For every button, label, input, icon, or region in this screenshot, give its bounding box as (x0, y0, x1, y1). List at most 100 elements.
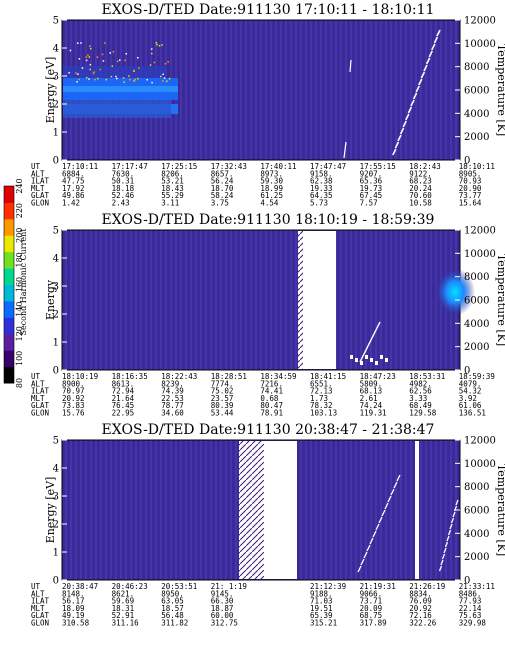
panel-2-orbit-table: UT 18:10:19 18:16:35 18:22:43 18:28:51 18:34:… (31, 372, 495, 418)
table-cell: 322.26 (409, 619, 437, 628)
y-tick-label: 3 (53, 492, 59, 503)
table-cell: 7.57 (360, 199, 378, 208)
table-cell: 78.91 (260, 409, 283, 418)
y-tick-label: 3 (53, 72, 59, 83)
table-cell: 5.73 (310, 199, 328, 208)
table-cell: 22.95 (112, 409, 135, 418)
y-tick-label: 2 (53, 100, 59, 111)
y-tick-label: 2 (53, 310, 59, 321)
table-cell: 53.44 (211, 409, 234, 418)
table-row-label: GLON (31, 199, 49, 208)
panel-3: EXOS-D/TED Date:911130 20:38:47 - 21:38:… (31, 422, 505, 628)
y-tick-label: 1 (53, 548, 59, 559)
panel-1: EXOS-D/TED Date:911130 17:10:11 - 18:10:… (31, 2, 505, 208)
y2-tick-label: 12000 (464, 16, 496, 27)
table-cell: 15.64 (459, 199, 482, 208)
colorbar-label: Second Harmonic Current (19, 228, 28, 336)
table-cell: 311.82 (161, 619, 188, 628)
y2-tick-label: 8000 (464, 62, 489, 73)
panel-1-title: EXOS-D/TED Date:911130 17:10:11 - 18:10:… (102, 2, 435, 18)
colorbar-swatch (4, 367, 14, 384)
colorbar-swatch (4, 350, 14, 367)
colorbar-tick: 240 (15, 178, 24, 193)
table-cell: 317.89 (360, 619, 387, 628)
table-cell: 4.54 (260, 199, 279, 208)
y2-tick-label: 8000 (464, 482, 489, 493)
panel-1-ylabel: Energy [eV] (44, 57, 57, 124)
colorbar-swatch (4, 317, 14, 334)
y-tick-label: 0 (53, 576, 59, 587)
table-cell: 1.42 (62, 199, 80, 208)
y-tick-label: 5 (53, 16, 59, 27)
table-cell: 129.58 (409, 409, 437, 418)
colorbar-tick: 100 (15, 351, 24, 366)
y-tick-label: 3 (53, 282, 59, 293)
y-tick-label: 4 (53, 254, 59, 265)
panel-3-orbit-table: UT 20:38:47 20:46:23 20:53:51 21: 1:19 21:12:… (31, 582, 495, 628)
y-tick-label: 0 (53, 156, 59, 167)
colorbar-swatch (4, 252, 14, 269)
y2-tick-label: 6000 (464, 296, 489, 307)
y2-tick-label: 4000 (464, 319, 489, 330)
panel-1-y2-ticks: 020004000600080001000012000 (455, 16, 496, 167)
colorbar-swatch (4, 301, 14, 318)
y-tick-label: 1 (53, 128, 59, 139)
panel-2: EXOS-D/TED Date:911130 18:10:19 - 18:59:… (31, 212, 505, 418)
panel-3-title: EXOS-D/TED Date:911130 20:38:47 - 21:38:… (102, 422, 435, 438)
panel-1-orbit-table: UT 17:10:11 17:17:47 17:25:15 17:32:43 17:40:… (31, 162, 495, 208)
panel-1-y2label: Temperature [K] (495, 44, 505, 136)
y2-tick-label: 2000 (464, 552, 489, 563)
table-cell: 15.76 (62, 409, 85, 418)
table-cell: 3.11 (161, 199, 179, 208)
y-tick-label: 0 (53, 366, 59, 377)
y2-tick-label: 12000 (464, 436, 496, 447)
colorbar-swatch (4, 186, 14, 203)
panel-3-y2-ticks: 0 2000 4000 6000 8000 10000 12000 (455, 436, 496, 587)
table-cell: 34.60 (161, 409, 184, 418)
table-row-label: GLON (31, 409, 49, 418)
colorbar-swatch (4, 202, 14, 219)
panel-3-ylabel: Energy [eV] (44, 477, 57, 544)
table-row-label: GLON (31, 619, 49, 628)
table-cell: 310.58 (62, 619, 90, 628)
y2-tick-label: 12000 (464, 226, 496, 237)
colorbar-tick: 220 (15, 203, 24, 218)
panel-2-plot-area (62, 230, 460, 370)
table-cell: 119.31 (360, 409, 387, 418)
colorbar-swatches (4, 186, 14, 384)
y2-tick-label: 10000 (464, 39, 496, 50)
panel-2-y2label: Temperature [K] (495, 254, 505, 346)
y-tick-label: 4 (53, 44, 59, 55)
colorbar-swatch (4, 235, 14, 252)
y-tick-label: 2 (53, 520, 59, 531)
colorbar-swatch (4, 285, 14, 302)
colorbar: 80100120140160180200220240 Second Harmon… (4, 178, 28, 388)
y2-tick-label: 10000 (464, 459, 496, 470)
y-tick-label: 1 (53, 338, 59, 349)
table-cell: 329.98 (459, 619, 487, 628)
table-cell: 136.51 (459, 409, 486, 418)
colorbar-swatch (4, 268, 14, 285)
table-cell: 3.75 (211, 199, 229, 208)
y-tick-label: 5 (53, 226, 59, 237)
colorbar-swatch (4, 219, 14, 236)
y-tick-label: 5 (53, 436, 59, 447)
table-cell: 2.43 (112, 199, 130, 208)
y2-tick-label: 8000 (464, 272, 489, 283)
y2-tick-label: 2000 (464, 342, 489, 353)
table-cell: 103.13 (310, 409, 337, 418)
colorbar-tick: 80 (15, 378, 24, 388)
y2-tick-label: 6000 (464, 506, 489, 517)
y2-tick-label: 4000 (464, 529, 489, 540)
panel-3-y2label: Temperature [K] (495, 464, 505, 556)
y2-tick-label: 6000 (464, 86, 489, 97)
table-cell: 315.21 (310, 619, 337, 628)
y2-tick-label: 10000 (464, 249, 496, 260)
y-tick-label: 4 (53, 464, 59, 475)
y2-tick-label: 4000 (464, 109, 489, 120)
colorbar-swatch (4, 334, 14, 351)
panel-2-title: EXOS-D/TED Date:911130 18:10:19 - 18:59:… (102, 212, 435, 228)
y2-tick-label: 2000 (464, 132, 489, 143)
table-cell: 311.16 (112, 619, 140, 628)
